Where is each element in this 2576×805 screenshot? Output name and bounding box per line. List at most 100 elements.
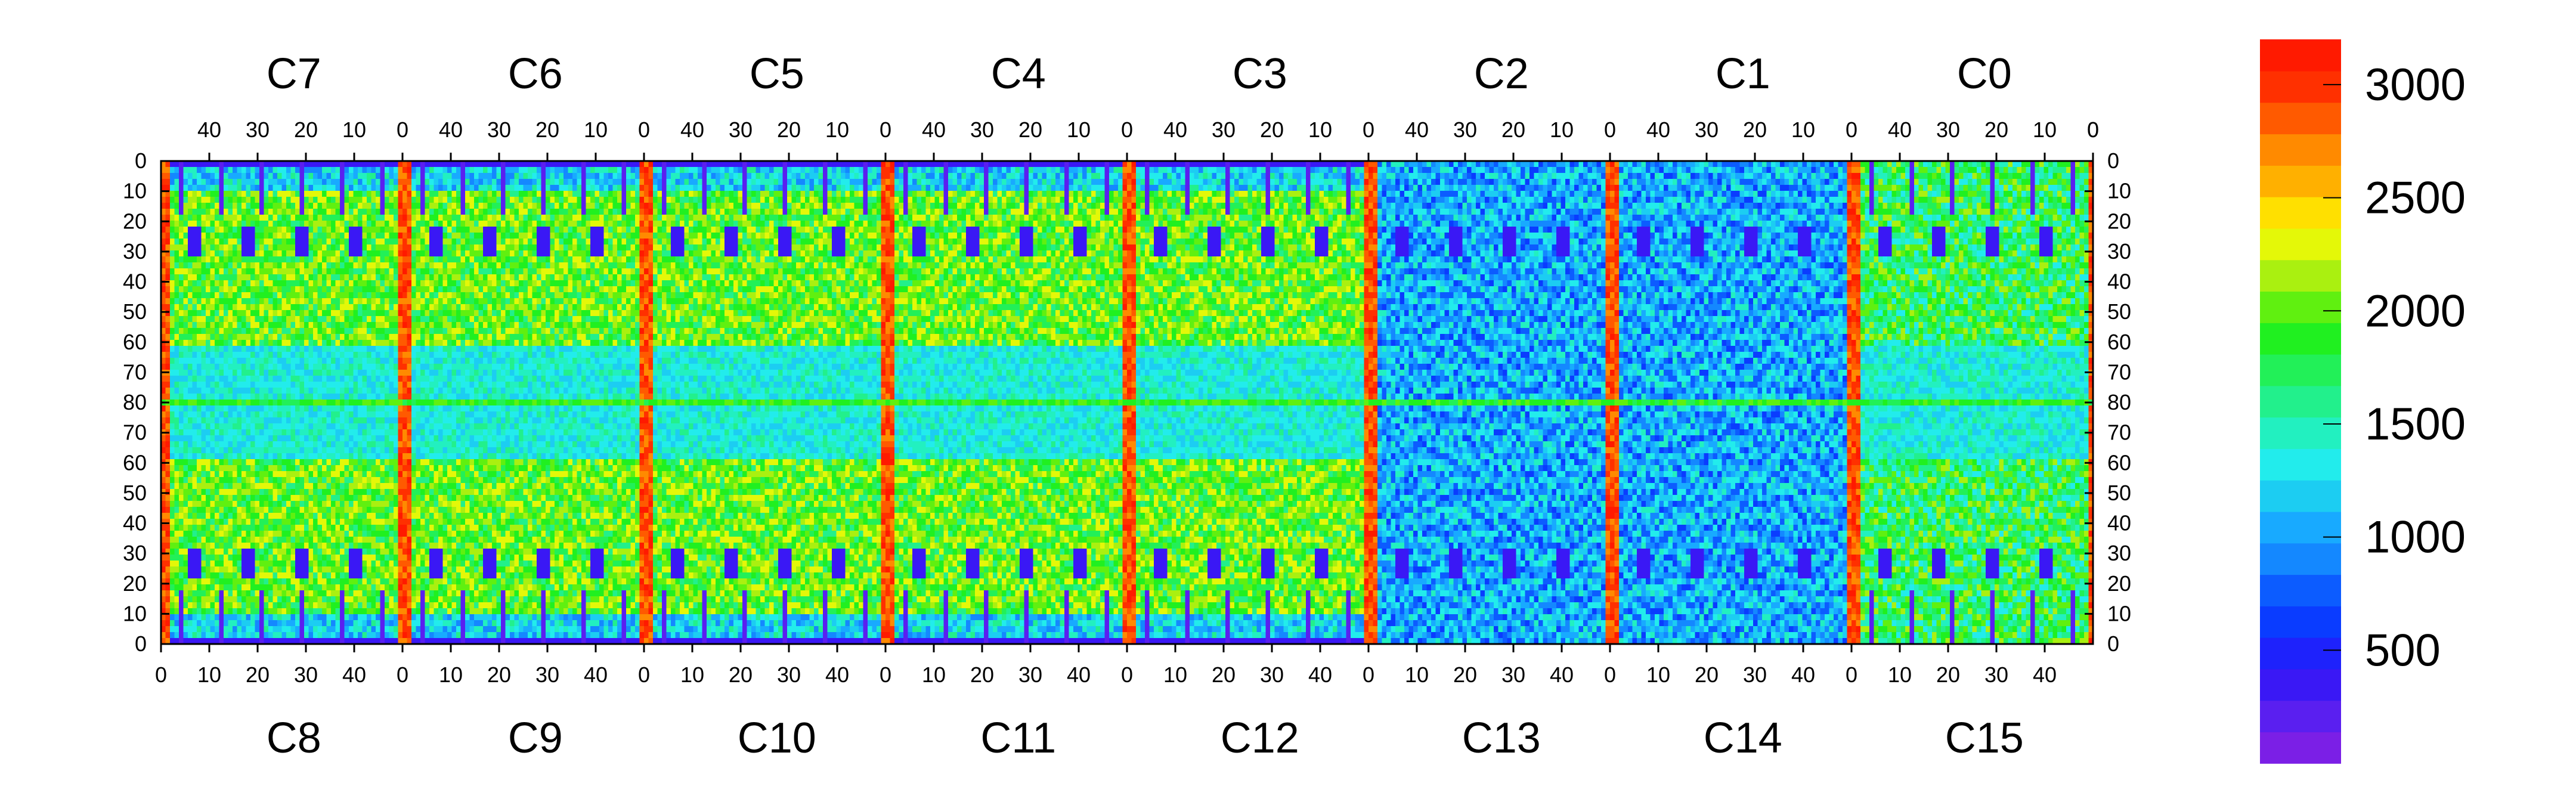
heatmap-cell — [219, 572, 224, 579]
heatmap-cell — [268, 578, 274, 585]
heatmap-cell — [434, 614, 439, 621]
heatmap-cell — [331, 543, 336, 549]
heatmap-cell — [389, 566, 394, 573]
heatmap-cell — [174, 441, 179, 448]
heatmap-cell — [389, 638, 394, 645]
heatmap-cell — [451, 185, 457, 191]
heatmap-cell — [179, 459, 184, 466]
heatmap-cell — [264, 429, 269, 442]
heatmap-cell — [434, 537, 439, 543]
heatmap-cell — [376, 191, 381, 197]
heatmap-cell — [474, 334, 479, 340]
heatmap-cell — [197, 626, 202, 633]
heatmap-cell — [340, 227, 345, 233]
heatmap-cell — [322, 555, 327, 561]
heatmap-cell — [165, 507, 171, 513]
heatmap-cell — [206, 614, 211, 627]
heatmap-cell — [188, 215, 193, 221]
heatmap-cell — [210, 608, 215, 615]
heatmap-cell — [255, 179, 260, 185]
heatmap-cell — [367, 388, 372, 394]
heatmap-cell — [170, 227, 175, 233]
heatmap-cell — [469, 346, 475, 352]
heatmap-cell — [402, 310, 408, 323]
heatmap-cell — [376, 423, 381, 430]
heatmap-cell — [358, 537, 363, 543]
heatmap-cell — [429, 376, 435, 382]
heatmap-cell — [255, 250, 260, 257]
heatmap-cell — [385, 185, 390, 191]
heatmap-cell — [237, 167, 242, 174]
heatmap-cell — [438, 441, 444, 454]
heatmap-cell — [206, 405, 211, 412]
heatmap-cell — [398, 584, 403, 591]
heatmap-cell — [192, 489, 197, 496]
heatmap-cell — [429, 626, 435, 633]
heatmap-cell — [255, 495, 260, 501]
heatmap-cell — [188, 394, 193, 400]
heatmap-cell — [398, 179, 403, 185]
heatmap-cell — [281, 370, 287, 382]
heatmap-cell — [259, 543, 265, 549]
heatmap-cell — [362, 596, 367, 609]
heatmap-cell — [398, 477, 403, 490]
heatmap-cell — [313, 298, 318, 305]
heatmap-cell — [380, 364, 385, 370]
heatmap-cell — [407, 233, 412, 239]
heatmap-cell — [331, 244, 336, 251]
heatmap-cell — [197, 268, 202, 275]
heatmap-cell — [277, 555, 283, 561]
heatmap-cell — [326, 262, 332, 269]
heatmap-cell — [416, 239, 421, 245]
heatmap-cell — [367, 197, 372, 203]
heatmap-cell — [197, 292, 202, 299]
heatmap-cell — [313, 274, 318, 281]
heatmap-cell — [326, 584, 332, 591]
heatmap-cell — [206, 555, 211, 567]
heatmap-cell — [192, 352, 197, 358]
heatmap-cell — [299, 274, 305, 281]
heatmap-cell — [201, 489, 206, 496]
heatmap-cell — [411, 316, 417, 323]
heatmap-cell — [192, 429, 197, 442]
heatmap-cell — [264, 411, 269, 418]
heatmap-cell — [367, 280, 372, 293]
heatmap-cell — [416, 304, 421, 311]
heatmap-cell — [304, 411, 309, 424]
heatmap-cell — [407, 471, 412, 478]
heatmap-cell — [246, 459, 251, 466]
heatmap-cell — [228, 209, 233, 215]
heatmap-cell — [411, 215, 417, 221]
heatmap-cell — [465, 334, 470, 340]
heatmap-cell — [304, 298, 309, 305]
heatmap-cell — [460, 292, 466, 305]
heatmap-cell — [429, 614, 435, 621]
heatmap-cell — [469, 423, 475, 436]
heatmap-cell — [376, 525, 381, 531]
heatmap-cell — [349, 388, 354, 394]
heatmap-cell — [286, 429, 292, 436]
heatmap-cell — [326, 250, 332, 257]
heatmap-cell — [385, 471, 390, 478]
heatmap-cell — [313, 239, 318, 245]
heatmap-cell — [331, 435, 336, 442]
heatmap-cell — [380, 471, 385, 478]
heatmap-cell — [317, 405, 323, 412]
heatmap-cell — [456, 250, 462, 257]
heatmap-cell — [402, 405, 408, 418]
heatmap-cell — [317, 495, 323, 501]
heatmap-cell — [250, 495, 256, 501]
heatmap-cell — [456, 620, 462, 627]
heatmap-cell — [161, 453, 166, 460]
heatmap-cell — [376, 233, 381, 239]
heatmap-cell — [335, 394, 340, 400]
heatmap-cell — [192, 167, 197, 179]
heatmap-cell — [398, 489, 403, 496]
heatmap-cell — [201, 209, 206, 215]
heatmap-cell — [456, 453, 462, 460]
heatmap-cell — [192, 602, 197, 609]
heatmap-cell — [326, 471, 332, 478]
heatmap-cell — [290, 400, 296, 406]
heatmap-cell — [273, 274, 278, 281]
heatmap-cell — [344, 471, 349, 478]
